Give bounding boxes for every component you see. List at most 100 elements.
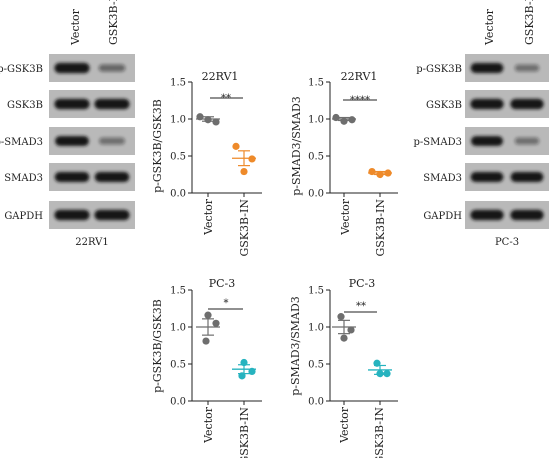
blot-band	[94, 171, 130, 183]
western-blot-22rv1: Vector GSK3B-IN p-GSK3B GSK3B p-SMAD3 SMAD3…	[0, 0, 135, 248]
blot-row-label: SMAD3	[4, 173, 43, 184]
blot-band	[54, 171, 90, 183]
significance-label: *	[224, 298, 229, 309]
x-tick-label-vector: Vector	[339, 198, 352, 236]
data-point	[248, 155, 256, 163]
data-point	[376, 370, 384, 378]
y-tick-label: 0.0	[308, 189, 324, 200]
lane-label-vector: Vector	[483, 8, 496, 46]
data-point	[340, 117, 348, 125]
data-point	[337, 313, 345, 321]
blot-row-label: p-GSK3B	[0, 64, 43, 75]
blot-cell-line-label: 22RV1	[75, 237, 108, 248]
x-tick-label-vector: Vector	[202, 406, 215, 444]
y-tick-label: 1.5	[170, 286, 186, 297]
lane-label-gsk3b-in: GSK3B-IN	[523, 0, 536, 45]
y-tick-label: 0.5	[308, 152, 324, 163]
plot-22rv1-pgsk3b: 22RV1 p-GSK3B/GSK3B 0.00.51.01.5 Vector …	[151, 70, 262, 257]
blot-band	[54, 62, 90, 74]
data-point	[376, 170, 384, 179]
y-tick-label: 0.0	[170, 397, 186, 408]
blot-row-label: p-GSK3B	[416, 64, 462, 75]
data-point	[196, 113, 204, 121]
blot-band	[510, 171, 544, 183]
x-tick-label-gsk3b-in: GSK3B-IN	[238, 407, 251, 458]
y-axis-label: p-GSK3B/GSK3B	[151, 299, 164, 393]
lane-label-gsk3b-in: GSK3B-IN	[107, 0, 120, 45]
y-tick-label: 0.0	[170, 189, 186, 200]
x-tick-label-vector: Vector	[202, 198, 215, 236]
significance-label: ****	[350, 95, 370, 106]
y-tick-label: 0.0	[308, 397, 324, 408]
data-point	[347, 326, 355, 334]
blot-row-label: GAPDH	[423, 211, 462, 222]
y-tick-label: 0.5	[170, 360, 186, 371]
data-point	[212, 319, 220, 327]
blot-band	[470, 171, 504, 183]
blot-band	[54, 98, 90, 110]
blot-cell-line-label: PC-3	[495, 237, 519, 248]
x-tick-label-vector: Vector	[338, 406, 351, 444]
x-tick-label-gsk3b-in: GSK3B-IN	[373, 407, 386, 458]
plot-title: 22RV1	[341, 70, 378, 83]
blot-band	[514, 64, 540, 72]
lane-label-vector: Vector	[69, 8, 82, 46]
blot-band	[94, 98, 130, 110]
blot-band	[514, 137, 540, 145]
y-axis-label: p-SMAD3/SMAD3	[290, 96, 303, 196]
plot-title: 22RV1	[202, 70, 239, 83]
blot-band	[55, 136, 89, 146]
blot-row-label: GSK3B	[7, 100, 43, 111]
y-tick-label: 0.5	[170, 152, 186, 163]
blot-band	[98, 64, 126, 72]
blot-band	[54, 209, 90, 221]
y-tick-label: 1.5	[308, 78, 324, 89]
y-tick-label: 0.5	[308, 360, 324, 371]
data-point	[240, 358, 248, 367]
data-point	[240, 167, 248, 176]
data-point	[202, 337, 210, 345]
plot-pc3-psmad3: PC-3 p-SMAD3/SMAD3 0.0 0.5 1.0 1.5 Vector G…	[289, 277, 398, 458]
data-point	[204, 311, 212, 319]
plot-pc3-pgsk3b: PC-3 p-GSK3B/GSK3B 0.0 0.5 1.0 1.5 Vector G…	[151, 277, 262, 458]
y-tick-label: 1.0	[170, 115, 186, 126]
significance-label: **	[221, 93, 231, 104]
blot-band	[510, 98, 544, 110]
data-point	[248, 367, 256, 375]
data-point	[212, 118, 220, 126]
plot-22rv1-psmad3: 22RV1 p-SMAD3/SMAD3 0.00.51.01.5 Vector …	[290, 70, 398, 257]
y-tick-label: 1.0	[170, 323, 186, 334]
blot-band	[510, 209, 544, 221]
blot-band	[471, 136, 503, 146]
data-point	[348, 116, 356, 124]
data-point	[332, 113, 340, 122]
blot-row-label: GSK3B	[426, 100, 462, 111]
data-point	[383, 370, 391, 378]
data-point	[373, 359, 381, 367]
x-tick-label-gsk3b-in: GSK3B-IN	[374, 199, 387, 257]
blot-band	[99, 137, 125, 145]
data-point	[204, 116, 212, 124]
data-point	[368, 167, 376, 176]
data-point	[232, 142, 240, 150]
data-point	[238, 372, 246, 380]
blot-row-label: p-SMAD3	[414, 137, 462, 148]
data-point	[384, 169, 392, 177]
blot-band	[94, 209, 130, 221]
plot-title: PC-3	[209, 277, 236, 290]
blot-row-label: GAPDH	[4, 211, 43, 222]
y-tick-label: 1.0	[308, 323, 324, 334]
y-tick-label: 1.5	[308, 286, 324, 297]
data-point	[340, 334, 348, 342]
y-tick-label: 1.5	[170, 78, 186, 89]
y-axis-label: p-GSK3B/GSK3B	[151, 99, 164, 193]
y-tick-label: 1.0	[308, 115, 324, 126]
blot-row-label: SMAD3	[423, 173, 462, 184]
plot-title: PC-3	[349, 277, 376, 290]
blot-band	[470, 98, 504, 110]
blot-row-label: p-SMAD3	[0, 137, 43, 148]
western-blot-pc3: Vector GSK3B-IN p-GSK3B GSK3B p-SMAD3 SMAD3…	[414, 0, 549, 248]
y-axis-label: p-SMAD3/SMAD3	[289, 296, 302, 396]
x-tick-label-gsk3b-in: GSK3B-IN	[238, 199, 251, 257]
